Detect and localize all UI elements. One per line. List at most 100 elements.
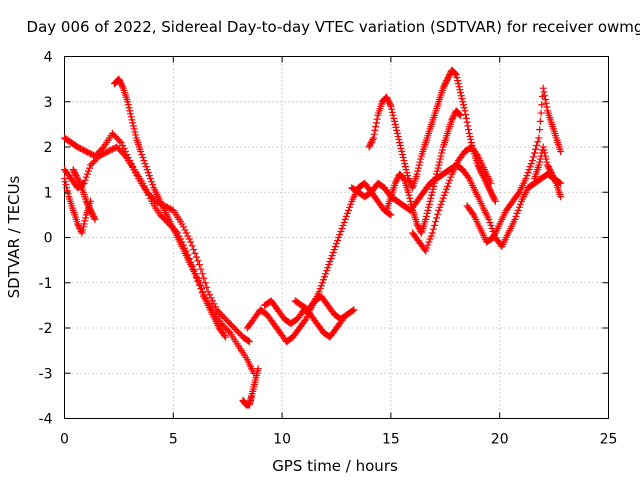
y-tick-label: 4 [44, 50, 53, 66]
data-point [317, 282, 325, 290]
data-point [413, 220, 421, 228]
data-point [200, 274, 208, 282]
data-point [543, 158, 551, 166]
data-point [514, 206, 522, 214]
data-point [435, 161, 443, 169]
data-point [197, 282, 204, 290]
data-point [349, 307, 357, 315]
x-tick-label: 0 [60, 432, 69, 448]
data-point [531, 149, 539, 157]
series-track-3 [111, 75, 230, 341]
data-point [328, 252, 336, 260]
data-point [457, 111, 465, 119]
data-point [524, 169, 532, 177]
data-point [439, 84, 447, 92]
data-point [491, 197, 499, 205]
chart-title: Day 006 of 2022, Sidereal Day-to-day VTE… [27, 18, 640, 36]
data-point [460, 104, 468, 112]
data-point [334, 237, 342, 245]
data-point [392, 178, 400, 186]
data-point [414, 164, 422, 172]
data-point [534, 138, 542, 146]
data-point [557, 193, 565, 201]
data-point [400, 157, 408, 165]
data-point [338, 224, 346, 232]
data-point [437, 152, 445, 160]
data-point [425, 200, 433, 208]
data-point [132, 131, 140, 139]
data-point [201, 294, 209, 302]
data-point [84, 167, 92, 175]
data-point [84, 202, 92, 210]
data-point [437, 200, 445, 208]
data-point [331, 243, 339, 251]
data-point [124, 101, 132, 109]
data-point [535, 134, 543, 142]
data-point [89, 211, 97, 219]
data-point [329, 249, 337, 257]
data-point [392, 123, 400, 131]
data-point [387, 211, 395, 219]
data-point [200, 291, 208, 299]
data-point [514, 190, 522, 198]
data-point [427, 232, 435, 240]
data-point [244, 337, 252, 345]
data-point [513, 209, 521, 217]
data-point [431, 176, 439, 184]
data-point [62, 181, 70, 189]
data-point [487, 179, 495, 187]
series-track-11 [365, 66, 499, 205]
data-point [119, 141, 127, 149]
data-point [485, 215, 493, 223]
data-point [443, 182, 451, 190]
data-point [143, 166, 151, 174]
series-track-14 [463, 84, 565, 246]
data-point [372, 123, 380, 131]
y-tick-label: -4 [39, 412, 53, 428]
data-point [523, 172, 531, 180]
data-point [433, 170, 441, 178]
data-point [81, 176, 89, 184]
data-point [545, 164, 553, 172]
data-point [124, 98, 132, 106]
data-point [445, 179, 453, 187]
data-point [339, 221, 347, 229]
data-point [432, 173, 440, 181]
data-point [536, 126, 544, 134]
data-point [459, 101, 467, 109]
data-point [210, 300, 218, 308]
data-point [369, 134, 377, 142]
data-point [137, 148, 145, 156]
data-point [83, 199, 91, 207]
data-point [489, 193, 497, 201]
data-point [435, 158, 443, 166]
data-point [454, 80, 462, 88]
data-point [84, 200, 92, 208]
data-point [439, 194, 447, 202]
data-point [488, 191, 496, 199]
data-point [464, 122, 472, 130]
data-point [324, 264, 332, 272]
data-point [87, 208, 95, 216]
data-point [434, 164, 442, 172]
data-point [407, 200, 415, 208]
data-point [365, 143, 373, 151]
data-point [63, 187, 71, 195]
data-point [139, 154, 147, 162]
data-point [207, 294, 215, 302]
data-point [128, 116, 136, 124]
data-point [487, 221, 495, 229]
data-point [432, 218, 440, 226]
data-point [490, 194, 498, 202]
data-point [388, 105, 396, 113]
data-point [426, 197, 434, 205]
y-tick-label: 3 [44, 95, 53, 111]
y-tick-label: 2 [44, 140, 53, 156]
data-point [184, 232, 192, 240]
data-point [401, 163, 409, 171]
data-point [424, 241, 432, 249]
data-point [427, 194, 435, 202]
series-track-13 [409, 143, 495, 255]
data-point [546, 167, 554, 175]
